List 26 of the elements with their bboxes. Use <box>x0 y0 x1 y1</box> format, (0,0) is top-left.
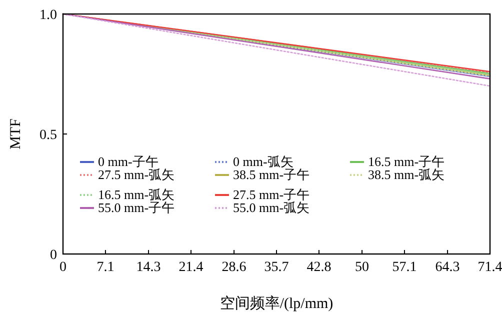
legend-label: 38.5 mm-弧矢 <box>368 167 445 182</box>
x-tick-label: 28.6 <box>222 260 246 275</box>
legend-label: 55.0 mm-弧矢 <box>233 200 310 215</box>
x-tick-label: 57.1 <box>392 260 417 275</box>
legend-label: 55.0 mm-子午 <box>98 200 175 215</box>
legend-label: 27.5 mm-弧矢 <box>98 167 175 182</box>
legend-label: 16.5 mm-子午 <box>368 154 445 169</box>
y-tick-label: 0 <box>50 248 57 263</box>
x-tick-label: 21.4 <box>178 260 204 275</box>
x-tick-label: 0 <box>60 260 66 275</box>
legend-label: 27.5 mm-子午 <box>233 187 310 202</box>
x-tick-label: 14.3 <box>136 260 161 275</box>
x-tick-label: 50 <box>355 260 370 275</box>
x-tick-label: 7.1 <box>96 260 114 275</box>
y-tick-label: 0.5 <box>40 128 57 143</box>
legend-label: 16.5 mm-弧矢 <box>98 187 175 202</box>
x-tick-label: 42.8 <box>306 260 332 275</box>
x-tick-label: 71.4 <box>478 260 502 275</box>
legend-label: 0 mm-弧矢 <box>233 154 294 169</box>
x-tick-label: 35.7 <box>264 260 289 275</box>
y-tick-label: 1.0 <box>40 8 57 23</box>
x-tick-label: 64.3 <box>435 260 460 275</box>
y-axis-title: MTF <box>8 118 24 150</box>
x-axis-title: 空间频率/(lp/mm) <box>220 295 334 312</box>
legend-label: 0 mm-子午 <box>98 154 158 169</box>
legend-label: 38.5 mm-子午 <box>233 167 310 182</box>
